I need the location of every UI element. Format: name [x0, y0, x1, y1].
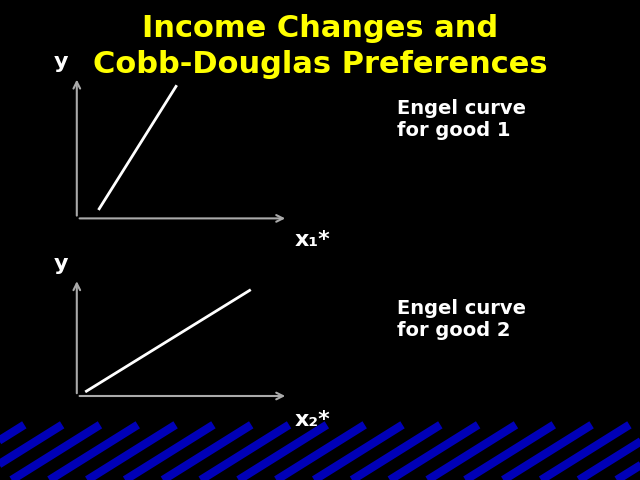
Text: x₂*: x₂* — [294, 410, 330, 430]
Text: x₁*: x₁* — [294, 230, 330, 250]
Text: y: y — [54, 253, 68, 274]
Text: Income Changes and
Cobb-Douglas Preferences: Income Changes and Cobb-Douglas Preferen… — [93, 14, 547, 79]
Text: Engel curve
for good 2: Engel curve for good 2 — [397, 299, 526, 340]
Text: Engel curve
for good 1: Engel curve for good 1 — [397, 99, 526, 141]
Text: y: y — [54, 52, 68, 72]
